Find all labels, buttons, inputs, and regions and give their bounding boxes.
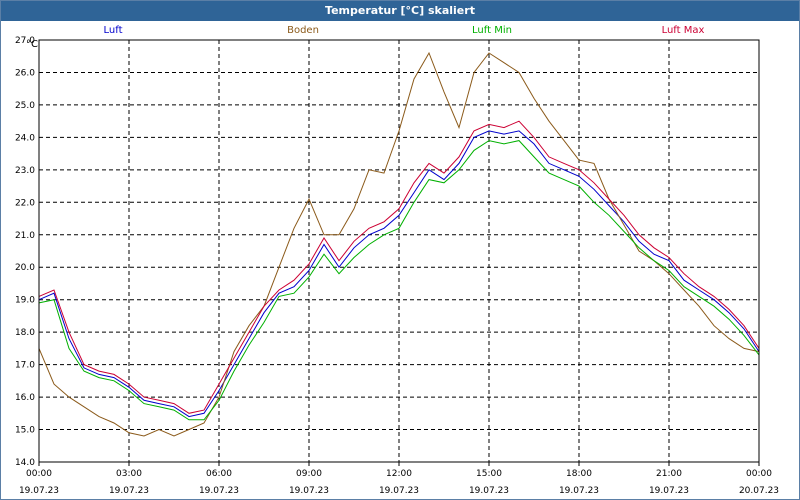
y-tick-label: 26.0: [15, 68, 35, 78]
x-tick-date: 19.07.23: [19, 486, 59, 496]
x-tick-date: 19.07.23: [649, 486, 689, 496]
y-tick-label: 19.0: [15, 296, 35, 306]
y-tick-label: 14.0: [15, 458, 35, 468]
y-tick-label: 17.0: [15, 361, 35, 371]
y-tick-label: 22.0: [15, 198, 35, 208]
series-line-luft: [38, 130, 760, 418]
y-tick-label: 27.0: [15, 36, 35, 46]
legend-luft-max: Luft Max: [661, 25, 705, 36]
legend-luft: Luft: [103, 25, 123, 36]
x-tick-date: 19.07.23: [289, 486, 329, 496]
x-tick-time: 00:00: [746, 469, 772, 479]
series-lines: [38, 51, 760, 437]
x-tick-time: 06:00: [206, 469, 232, 479]
window-title: Temperatur [°C] skaliert: [1, 1, 799, 21]
x-tick-date: 20.07.23: [739, 486, 779, 496]
y-tick-label: 16.0: [15, 393, 35, 403]
y-tick-label: 18.0: [15, 328, 35, 338]
x-tick-time: 15:00: [476, 469, 502, 479]
x-tick-time: 03:00: [116, 469, 142, 479]
series-line-boden: [38, 51, 760, 437]
x-tick-time: 00:00: [26, 469, 52, 479]
legend-luft-min: Luft Min: [472, 25, 512, 36]
x-tick-date: 19.07.23: [469, 486, 509, 496]
x-tick-date: 19.07.23: [379, 486, 419, 496]
y-tick-label: 23.0: [15, 166, 35, 176]
y-axis-unit: °C: [26, 39, 38, 50]
y-tick-label: 15.0: [15, 426, 35, 436]
legend-boden: Boden: [287, 25, 319, 36]
plot-frame: [38, 39, 760, 463]
x-tick-date: 19.07.23: [199, 486, 239, 496]
y-tick-label: 21.0: [15, 231, 35, 241]
x-tick-labels: 00:00 19.07.23 03:00 19.07.23 06:00 19.07.23 0…: [19, 469, 779, 496]
axes: [38, 39, 760, 463]
x-tick-time: 12:00: [386, 469, 412, 479]
y-tick-label: 25.0: [15, 101, 35, 111]
x-tick-time: 09:00: [296, 469, 322, 479]
grid-lines: [38, 39, 760, 466]
y-tick-labels: 14.0 15.0 16.0 17.0 18.0 19.0 20.0 21.0 22.0 23.0…: [15, 36, 35, 468]
x-tick-time: 21:00: [656, 469, 682, 479]
x-tick-date: 19.07.23: [559, 486, 599, 496]
series-line-luft-max: [38, 120, 760, 414]
y-tick-label: 20.0: [15, 263, 35, 273]
y-tick-label: 24.0: [15, 133, 35, 143]
x-tick-time: 18:00: [566, 469, 592, 479]
series-line-luft-min: [38, 140, 760, 421]
x-tick-date: 19.07.23: [109, 486, 149, 496]
